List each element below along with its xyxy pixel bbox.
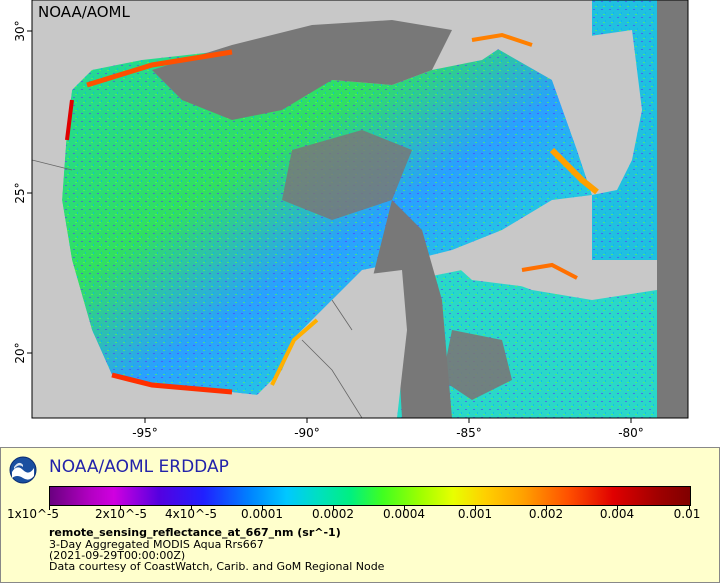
variable-name: remote_sensing_reflectance_at_667_nm (sr… [49,526,341,539]
map-area: NOAA/AOML [32,0,688,418]
colorbar-label: 0.01 [673,507,701,521]
lat-label-30: 30° [13,20,27,41]
colorbar-label: 0.001 [457,507,493,521]
colorbar-label: 4x10^-5 [164,507,218,521]
dataset-time: (2021-09-29T00:00:00Z) [49,549,186,562]
legend-panel: NOAA/AOML ERDDAP 1x10^-5 2x10^-5 4x10^-5… [0,447,720,583]
colorbar [49,486,691,506]
colorbar-tick [617,505,618,510]
lon-label-95: -95° [132,426,158,440]
colorbar-label: 0.0001 [241,507,283,521]
colorbar-label: 0.0004 [383,507,425,521]
colorbar-label: 0.002 [528,507,564,521]
legend-title: NOAA/AOML ERDDAP [49,457,229,477]
colorbar-label: 1x10^-5 [6,507,60,521]
colorbar-labels: 1x10^-5 2x10^-5 4x10^-5 0.0001 0.0002 0.… [1,507,719,523]
dataset-description: 3-Day Aggregated MODIS Aqua Rrs667 [49,538,264,551]
lat-label-25: 25° [13,182,27,203]
colorbar-tick [546,505,547,510]
lon-label-90: -90° [294,426,320,440]
colorbar-tick [475,505,476,510]
reflectance-map [32,0,688,418]
colorbar-label: 0.004 [599,507,635,521]
lon-label-80: -80° [618,426,644,440]
colorbar-tick [191,505,192,510]
colorbar-label: 2x10^-5 [94,507,148,521]
colorbar-ticks [49,505,691,511]
colorbar-label: 0.0002 [312,507,354,521]
lat-label-20: 20° [13,342,27,363]
colorbar-tick [333,505,334,510]
colorbar-tick [120,505,121,510]
colorbar-tick [262,505,263,510]
noaa-logo-icon [9,456,37,484]
colorbar-tick [689,505,690,510]
colorbar-tick [49,505,50,510]
data-credit: Data courtesy of CoastWatch, Carib. and … [49,560,385,573]
map-credit: NOAA/AOML [38,3,130,21]
lon-label-85: -85° [456,426,482,440]
colorbar-tick [404,505,405,510]
map-frame: NOAA/AOML -95° -90° -85° -80° 30° 25° 20… [13,0,689,440]
nodata-east-edge [657,0,688,418]
